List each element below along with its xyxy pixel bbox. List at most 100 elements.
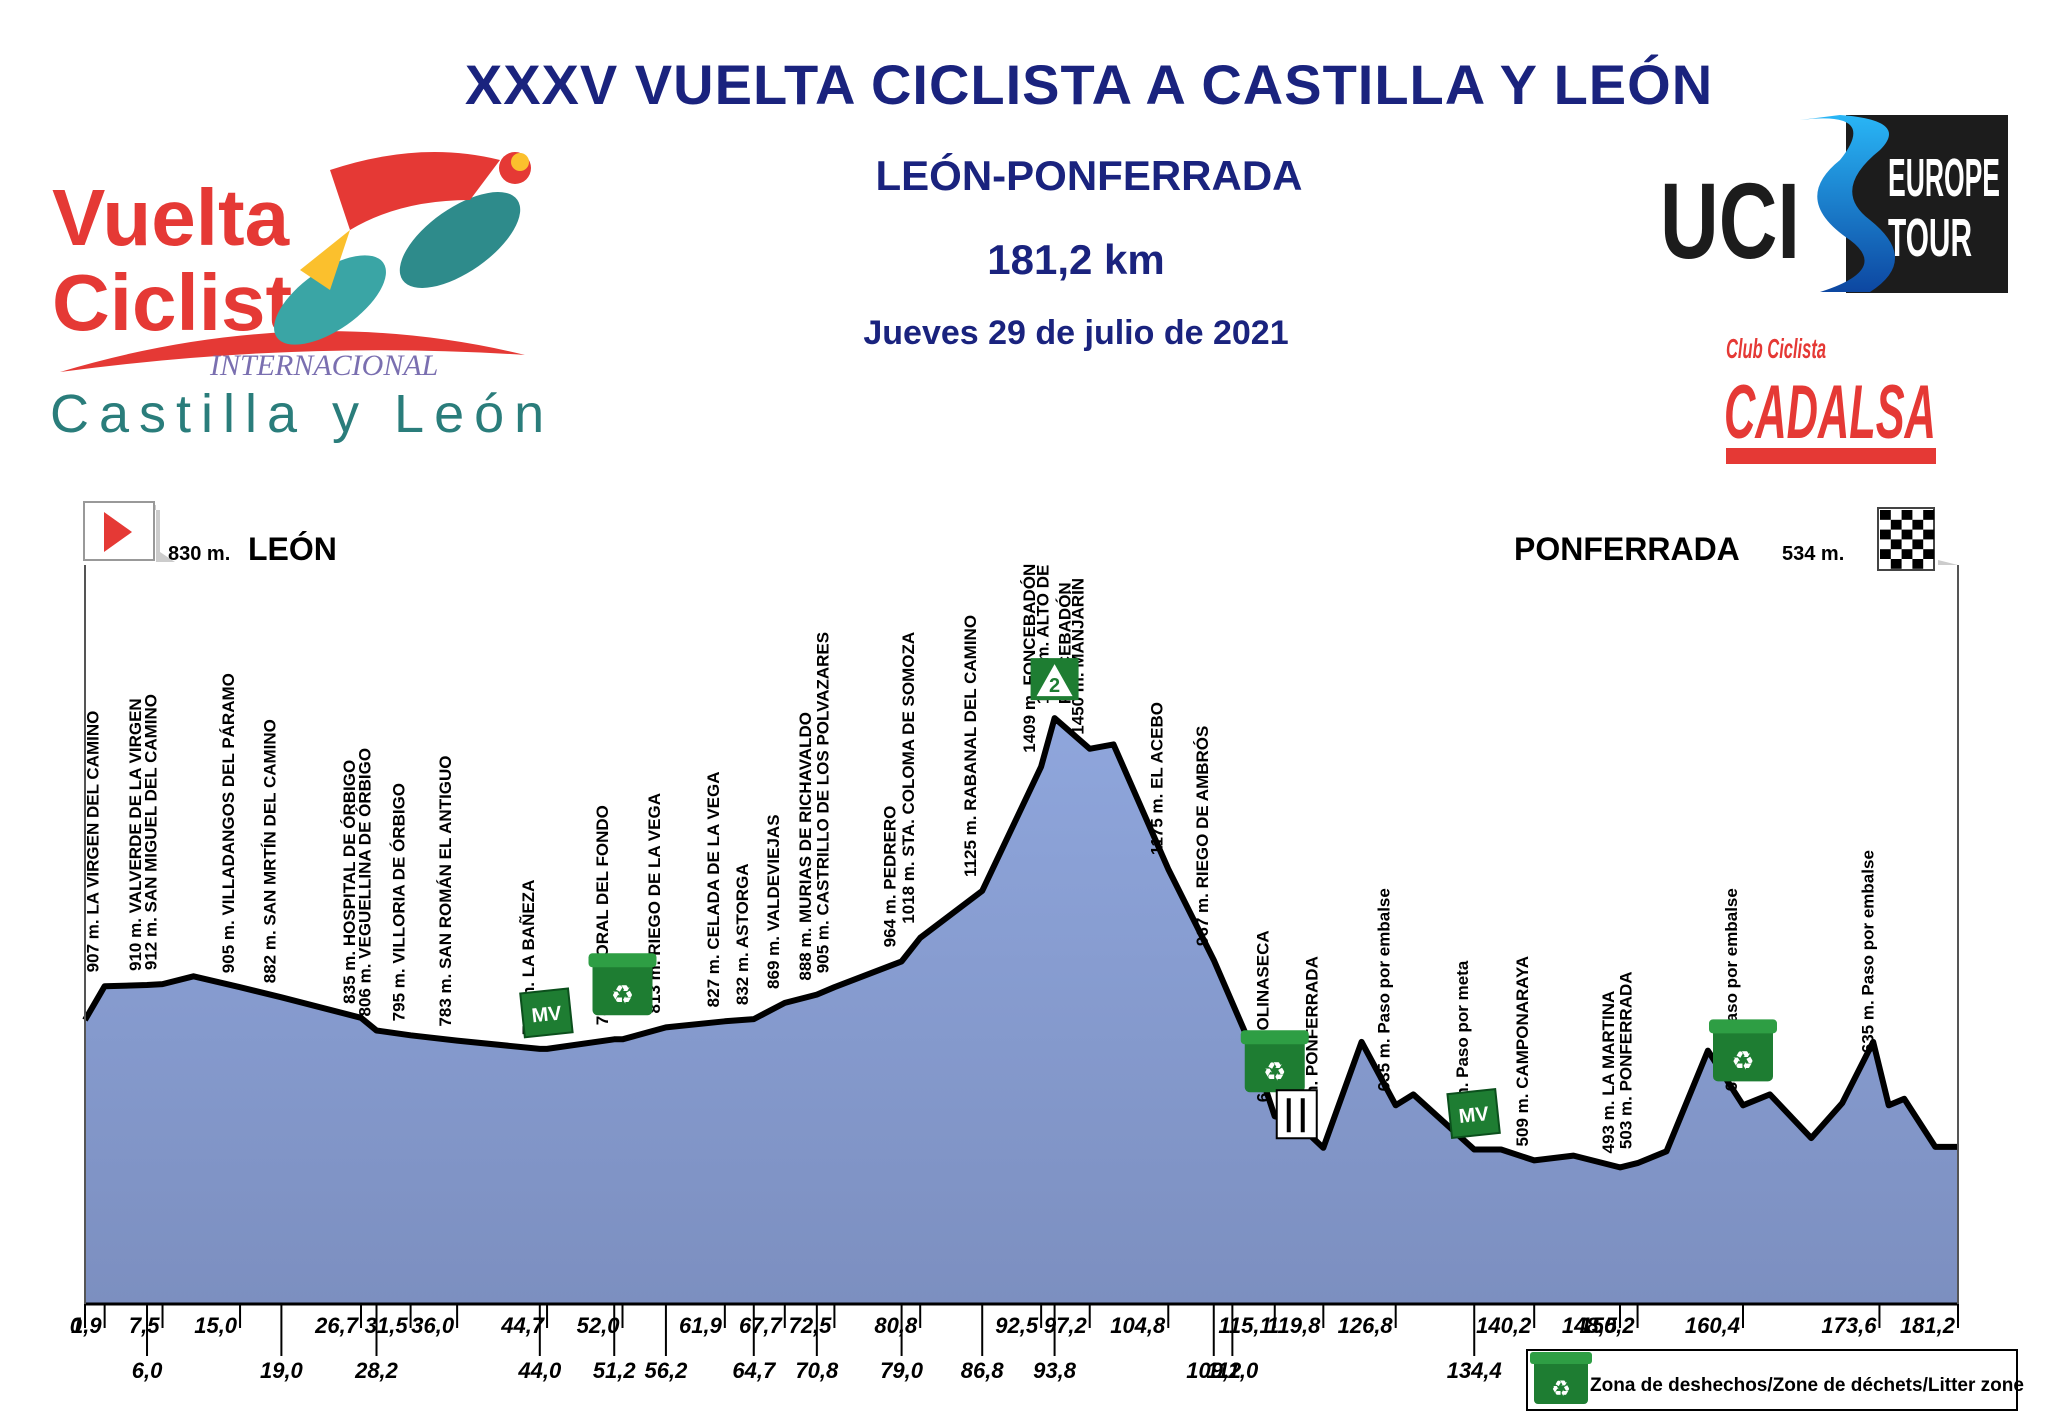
climb-category-icon: 2 (1030, 658, 1079, 701)
checker-square (1890, 519, 1902, 530)
x-tick-label: 109,2 (1186, 1358, 1242, 1383)
x-tick-label: 150,2 (1580, 1313, 1636, 1338)
x-tick-label: 0 (70, 1313, 83, 1338)
x-tick-label: 28,2 (354, 1358, 399, 1383)
climb-category-label: 2 (1049, 675, 1060, 697)
checker-square (1923, 529, 1934, 540)
litter-zone-icon: ♻ (1708, 1019, 1777, 1082)
finish-corner-shape (1938, 560, 1958, 565)
waypoint-label: 503 m. PONFERRADA (1617, 971, 1636, 1149)
vuelta-logo: Vuelta Ciclista INTERNACIONAL Castilla y… (50, 152, 554, 444)
x-tick-label: 79,0 (880, 1358, 924, 1383)
x-tick-label: 44,7 (500, 1313, 546, 1338)
x-tick-label: 119,8 (1267, 1313, 1321, 1338)
checker-square (1880, 529, 1891, 540)
cutlery-icon (1286, 1098, 1305, 1133)
waypoint-label: 967 m. RIEGO DE AMBRÓS (1193, 726, 1212, 946)
litter-bin (1712, 1025, 1773, 1082)
legend-litter-label: Zona de deshechos/Zone de déchets/Litter… (1590, 1375, 2024, 1396)
x-tick-label: 93,8 (1033, 1358, 1077, 1383)
vuelta-logo-line1: Vuelta (52, 173, 290, 262)
checker-square (1912, 539, 1924, 550)
uci-text: UCI (1660, 160, 1800, 281)
litter-bin-lid (1240, 1030, 1309, 1045)
checker-square (1901, 549, 1913, 559)
litter-bin-lid (1708, 1019, 1777, 1034)
checker-square (1923, 510, 1934, 520)
checker-square (1912, 519, 1924, 530)
waypoint-label: 1125 m. RABANAL DEL CAMINO (961, 615, 980, 877)
checker-square (1880, 549, 1891, 559)
waypoint-label: 835 m. HOSPITAL DE ÓRBIGO (340, 760, 359, 1004)
waypoint-label: 493 m. LA MARTINA (1599, 991, 1618, 1154)
waypoint-label: 635 m. Paso por embalse (1858, 850, 1877, 1053)
recycle-icon: ♻ (1731, 1046, 1754, 1076)
litter-bin (1244, 1036, 1305, 1093)
finish-name: PONFERRADA (1514, 531, 1740, 567)
waypoint-label: 907 m. LA VIRGEN DEL CAMINO (84, 711, 103, 973)
x-tick-label: 92,5 (995, 1313, 1039, 1338)
x-tick-label: 115,1 (1218, 1313, 1271, 1338)
finish-altitude: 534 m. (1782, 543, 1844, 565)
waypoint-label: 635 m. Paso por embalse (1375, 888, 1394, 1091)
x-tick-label: 97,2 (1044, 1313, 1088, 1338)
waypoint-label: 783 m. SAN ROMÁN EL ANTIGUO (436, 755, 455, 1026)
x-tick-label: 104,8 (1110, 1313, 1166, 1338)
x-tick-label: 70,8 (795, 1358, 839, 1383)
sprint-badge (519, 987, 574, 1039)
waypoint-label: 905 m. CASTRILLO DE LOS POLVAZARES (813, 632, 832, 973)
x-tick-label: 181,2 (1900, 1313, 1956, 1338)
checker-square (1901, 529, 1913, 540)
profile-area (85, 718, 1958, 1304)
uci-europe-tour-logo: UCI EUROPE TOUR (1660, 115, 2008, 293)
legend-litter-icon: ♻ (1530, 1352, 1592, 1404)
x-tick-label: 134,4 (1447, 1358, 1502, 1383)
x-tick-label: 44,0 (517, 1358, 562, 1383)
stage-distance: 181,2 km (987, 236, 1165, 283)
x-tick-label: 67,7 (739, 1313, 784, 1338)
x-tick-label: 86,8 (961, 1358, 1005, 1383)
waypoint-label: 964 m. PEDRERO (881, 806, 900, 948)
x-tick-label: 7,5 (129, 1313, 160, 1338)
svg-text:♻: ♻ (1551, 1377, 1571, 1402)
x-tick-label: 31,5 (365, 1313, 409, 1338)
feed-zone-icon (1275, 1089, 1318, 1140)
vuelta-swoosh-shape (60, 331, 525, 372)
uci-europe-text: EUROPE (1888, 148, 2000, 208)
cadalsa-big-text: CADALSA (1724, 370, 1936, 455)
litter-bin-lid (588, 953, 657, 968)
uci-ribbon-icon (1800, 115, 1895, 292)
start-name: LEÓN (248, 531, 337, 567)
sprint-icon: MV (1446, 1088, 1501, 1140)
sprint-label: MV (531, 1002, 564, 1027)
checker-square (1890, 559, 1902, 569)
waypoint-label: 832 m. ASTORGA (733, 863, 752, 1005)
waypoint-label: 1409 m. FONCEBADÓN (1020, 564, 1039, 753)
waypoint-label: 882 m. SAN MRTÍN DEL CAMINO (260, 719, 279, 983)
finish-flag-icon (1877, 507, 1935, 571)
waypoint-label: 827 m. CELADA DE LA VEGA (704, 771, 723, 1007)
waypoint-label: 509 m. CAMPONARAYA (1513, 956, 1532, 1147)
x-tick-label: 160,4 (1685, 1313, 1740, 1338)
x-tick-label: 1,9 (71, 1313, 102, 1338)
checker-square (1912, 559, 1924, 569)
waypoint-label: 795 m. VILLORIA DE ÓRBIGO (390, 783, 409, 1021)
litter-bin (592, 959, 653, 1016)
climb-mountain-shape (1036, 664, 1073, 697)
x-tick-label: 61,9 (679, 1313, 723, 1338)
x-tick-label: 15,0 (194, 1313, 238, 1338)
x-tick-label: 140,2 (1476, 1313, 1532, 1338)
sprint-icon: MV (519, 987, 574, 1039)
waypoint-label: 888 m. MURIAS DE RICHAVALDO (796, 712, 815, 981)
waypoint-label: 1018 m. STA. COLOMA DE SOMOZA (899, 632, 918, 924)
waypoint-label: 1450 m. MANJARÍN (1069, 578, 1088, 735)
cadalsa-bar (1726, 448, 1936, 464)
start-altitude: 830 m. (168, 543, 230, 565)
vuelta-logo-line3: Castilla y León (50, 384, 554, 444)
x-tick-label: 52,0 (577, 1313, 621, 1338)
feed-zone-box (1275, 1089, 1318, 1140)
checker-square (1880, 510, 1891, 520)
x-tick-label: 72,5 (789, 1313, 833, 1338)
recycle-icon: ♻ (611, 980, 634, 1010)
